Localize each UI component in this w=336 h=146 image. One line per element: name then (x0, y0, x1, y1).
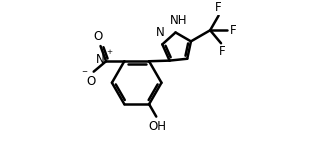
Text: F: F (219, 45, 226, 58)
Text: $^-$: $^-$ (80, 69, 89, 79)
Text: $^+$: $^+$ (105, 49, 114, 59)
Text: O: O (94, 30, 103, 43)
Text: O: O (86, 75, 95, 88)
Text: NH: NH (170, 14, 187, 27)
Text: F: F (215, 0, 222, 13)
Text: N: N (96, 53, 105, 66)
Text: N: N (156, 26, 165, 39)
Text: OH: OH (149, 120, 167, 133)
Text: F: F (230, 24, 237, 37)
